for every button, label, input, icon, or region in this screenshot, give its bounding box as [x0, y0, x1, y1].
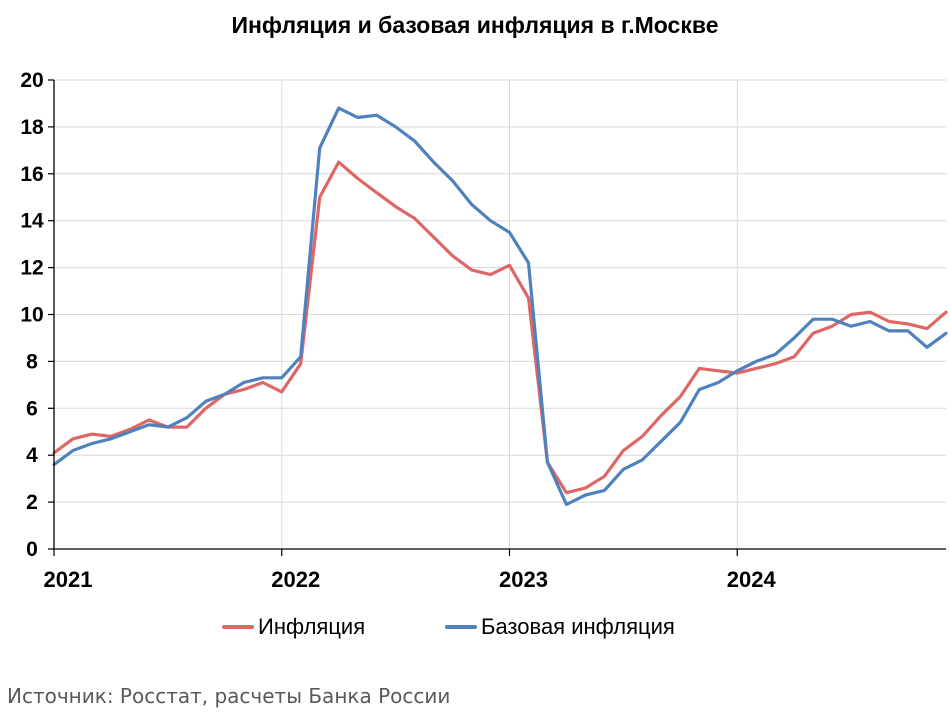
y-tick-label: 4 [26, 444, 38, 467]
line-chart: 0 2 4 6 8 10 12 14 16 18 20 2021 2022 2023 2024 [20, 69, 948, 592]
chart-title: Инфляция и базовая инфляция в г.Москве [231, 12, 719, 38]
y-tick-label: 20 [20, 69, 43, 92]
x-axis-ticks: 2021 2022 2023 2024 [44, 549, 777, 592]
legend: Инфляция Базовая инфляция [0, 614, 950, 644]
legend-item-core-inflation: Базовая инфляция [445, 614, 675, 640]
legend-label-core-inflation: Базовая инфляция [481, 614, 675, 639]
legend-swatch-core-inflation [445, 625, 477, 629]
legend-item-inflation: Инфляция [222, 614, 365, 640]
series-line-core-inflation [52, 106, 948, 506]
x-tick-label: 2023 [499, 567, 548, 592]
y-tick-label: 12 [20, 257, 43, 280]
y-tick-label: 10 [20, 304, 43, 327]
y-tick-label: 16 [20, 163, 43, 186]
y-tick-label: 6 [26, 397, 38, 420]
legend-swatch-inflation [222, 625, 254, 629]
x-tick-label: 2021 [44, 567, 93, 592]
gridlines [53, 79, 946, 549]
y-axis-ticks: 0 2 4 6 8 10 12 14 16 18 20 [20, 69, 54, 561]
y-tick-label: 2 [26, 491, 38, 514]
x-tick-label: 2022 [271, 567, 320, 592]
series-line-inflation [52, 160, 948, 495]
y-tick-label: 0 [26, 538, 38, 561]
series-lines [52, 106, 948, 506]
y-tick-label: 8 [26, 350, 38, 373]
legend-label-inflation: Инфляция [258, 614, 366, 639]
source-note: Источник: Росстат, расчеты Банка России [7, 684, 451, 708]
y-tick-label: 18 [20, 116, 44, 139]
x-tick-label: 2024 [727, 567, 777, 592]
y-tick-label: 14 [20, 210, 44, 233]
